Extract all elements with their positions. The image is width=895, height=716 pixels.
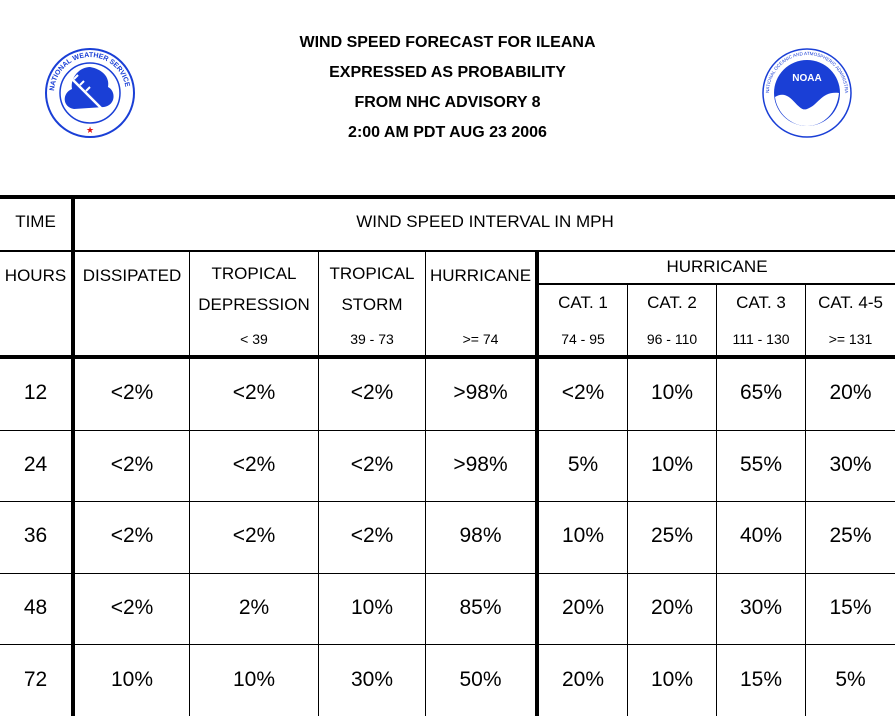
table-cell: <2% <box>110 453 154 476</box>
table-cell: 10% <box>561 524 605 547</box>
row-divider <box>0 501 895 502</box>
table-cell: 15% <box>829 596 872 619</box>
table-cell: 15% <box>739 668 783 691</box>
table-cell: 25% <box>650 524 694 547</box>
table-cell: 85% <box>459 596 502 619</box>
table-cell: <2% <box>110 381 154 404</box>
table-cell: <2% <box>110 596 154 619</box>
table-cell: 55% <box>739 453 783 476</box>
row-divider <box>0 430 895 431</box>
column-divider <box>318 252 319 716</box>
table-cell: 30% <box>350 668 394 691</box>
table-cell: 5% <box>567 453 599 476</box>
row-divider <box>0 644 895 645</box>
hurricane-group-divider <box>537 283 895 285</box>
table-cell-hours: 36 <box>23 524 48 547</box>
table-cell: 25% <box>829 524 872 547</box>
row-divider <box>0 573 895 574</box>
table-cell: >98% <box>453 453 508 476</box>
tropical-depression-header-line1: TROPICAL <box>211 264 297 283</box>
table-cell-hours: 24 <box>23 453 48 476</box>
table-cell: <2% <box>561 381 605 404</box>
wind-speed-interval-header: WIND SPEED INTERVAL IN MPH <box>356 212 614 231</box>
table-cell: <2% <box>232 381 276 404</box>
table-cell: 10% <box>350 596 394 619</box>
tropical-storm-range: 39 - 73 <box>350 331 394 347</box>
table-cell: 50% <box>459 668 502 691</box>
hurricane-column-border <box>535 252 539 716</box>
table-cell: 40% <box>739 524 783 547</box>
table-cell: 98% <box>459 524 502 547</box>
title-line-3: FROM NHC ADVISORY 8 <box>354 94 541 111</box>
table-cell: <2% <box>232 524 276 547</box>
hurricane-range: >= 74 <box>462 331 499 347</box>
column-divider <box>805 285 806 716</box>
table-cell: 10% <box>650 668 694 691</box>
cat45-header: CAT. 4-5 <box>818 293 883 312</box>
cat3-header: CAT. 3 <box>736 293 786 312</box>
cat45-range: >= 131 <box>828 331 873 347</box>
tropical-depression-range: < 39 <box>240 331 268 347</box>
dissipated-header: DISSIPATED <box>82 266 182 285</box>
table-top-rule <box>0 195 895 199</box>
title-line-4: 2:00 AM PDT AUG 23 2006 <box>348 124 547 141</box>
table-cell: 10% <box>650 381 694 404</box>
table-cell: 30% <box>829 453 872 476</box>
cat2-range: 96 - 110 <box>646 331 698 347</box>
column-divider <box>189 252 190 716</box>
title-line-1: WIND SPEED FORECAST FOR ILEANA <box>299 34 596 51</box>
table-cell: 10% <box>110 668 154 691</box>
header-bottom-rule <box>0 355 895 359</box>
table-cell: <2% <box>350 524 394 547</box>
column-divider <box>425 252 426 716</box>
hurricane-group-header: HURRICANE <box>666 257 768 276</box>
cat3-range: 111 - 130 <box>732 331 790 347</box>
table-cell: 5% <box>835 668 866 691</box>
column-divider <box>716 285 717 716</box>
table-cell: <2% <box>232 453 276 476</box>
table-cell: 10% <box>232 668 276 691</box>
hurricane-header: HURRICANE <box>429 266 532 285</box>
tropical-depression-header-line2: DEPRESSION <box>198 295 310 314</box>
table-cell: <2% <box>110 524 154 547</box>
table-cell: 2% <box>238 596 270 619</box>
table-cell: 20% <box>650 596 694 619</box>
table-cell: <2% <box>350 381 394 404</box>
cat1-header: CAT. 1 <box>558 293 608 312</box>
cat1-range: 74 - 95 <box>561 331 605 347</box>
table-cell: 20% <box>561 668 605 691</box>
nws-logo-icon: NATIONAL WEATHER SERVICE ★ <box>44 47 136 139</box>
table-cell: 30% <box>739 596 783 619</box>
table-cell: 20% <box>829 381 872 404</box>
time-column-border <box>71 195 75 716</box>
hours-header: HOURS <box>4 266 67 285</box>
table-cell: >98% <box>453 381 508 404</box>
column-divider <box>627 285 628 716</box>
table-cell-hours: 72 <box>23 668 48 691</box>
table-cell: 20% <box>561 596 605 619</box>
table-cell-hours: 12 <box>23 381 48 404</box>
tropical-storm-header-line2: STORM <box>341 295 403 314</box>
table-cell-hours: 48 <box>23 596 48 619</box>
svg-text:★: ★ <box>86 125 94 135</box>
cat2-header: CAT. 2 <box>647 293 697 312</box>
noaa-logo-icon: NOAA NATIONAL OCEANIC AND ATMOSPHERIC AD… <box>759 43 853 139</box>
table-cell: 10% <box>650 453 694 476</box>
table-cell: 65% <box>739 381 783 404</box>
title-line-2: EXPRESSED AS PROBABILITY <box>329 64 566 81</box>
time-header: TIME <box>15 212 56 231</box>
tropical-storm-header-line1: TROPICAL <box>329 264 415 283</box>
header-divider <box>0 250 895 252</box>
table-cell: <2% <box>350 453 394 476</box>
svg-text:NOAA: NOAA <box>792 73 821 84</box>
